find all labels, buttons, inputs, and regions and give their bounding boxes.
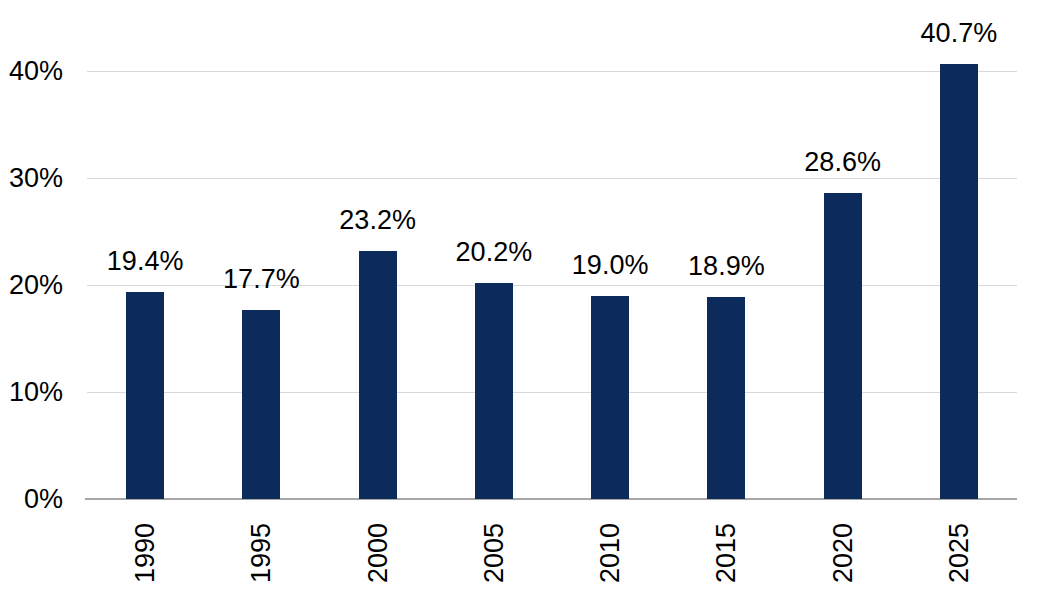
bar-value-label: 18.9% (688, 251, 765, 281)
x-tick-label: 1995 (246, 523, 276, 583)
bar-2025 (940, 64, 978, 499)
bar-value-label: 28.6% (804, 147, 881, 177)
bar-value-label: 19.0% (572, 250, 649, 280)
x-tick-label: 2005 (479, 523, 509, 583)
bar-value-label: 20.2% (456, 237, 533, 267)
bar-value-label: 40.7% (921, 18, 998, 48)
x-tick-label: 2025 (944, 523, 974, 583)
gridline (87, 71, 1017, 72)
gridline (87, 178, 1017, 179)
bar-2020 (824, 193, 862, 499)
bar-value-label: 23.2% (339, 205, 416, 235)
bar-value-label: 19.4% (107, 246, 184, 276)
bar-2005 (475, 283, 513, 499)
bar-value-label: 17.7% (223, 264, 300, 294)
x-tick-label: 2000 (363, 523, 393, 583)
bar-2010 (591, 296, 629, 499)
y-tick-label: 0% (0, 484, 63, 514)
y-tick-label: 20% (0, 270, 63, 300)
y-tick-label: 40% (0, 56, 63, 86)
bar-1990 (126, 292, 164, 499)
y-tick-label: 10% (0, 377, 63, 407)
bar-2000 (359, 251, 397, 499)
y-tick-label: 30% (0, 163, 63, 193)
gridline (87, 392, 1017, 393)
bar-1995 (242, 310, 280, 499)
x-tick-label: 2020 (828, 523, 858, 583)
x-tick-label: 2015 (711, 523, 741, 583)
x-axis-line (85, 498, 1017, 500)
x-tick-label: 1990 (130, 523, 160, 583)
bar-chart: 0% 10% 20% 30% 40% 19.4% 17.7% 23.2% 20.2% 19.0%… (0, 0, 1040, 602)
x-tick-label: 2010 (595, 523, 625, 583)
bar-2015 (707, 297, 745, 499)
